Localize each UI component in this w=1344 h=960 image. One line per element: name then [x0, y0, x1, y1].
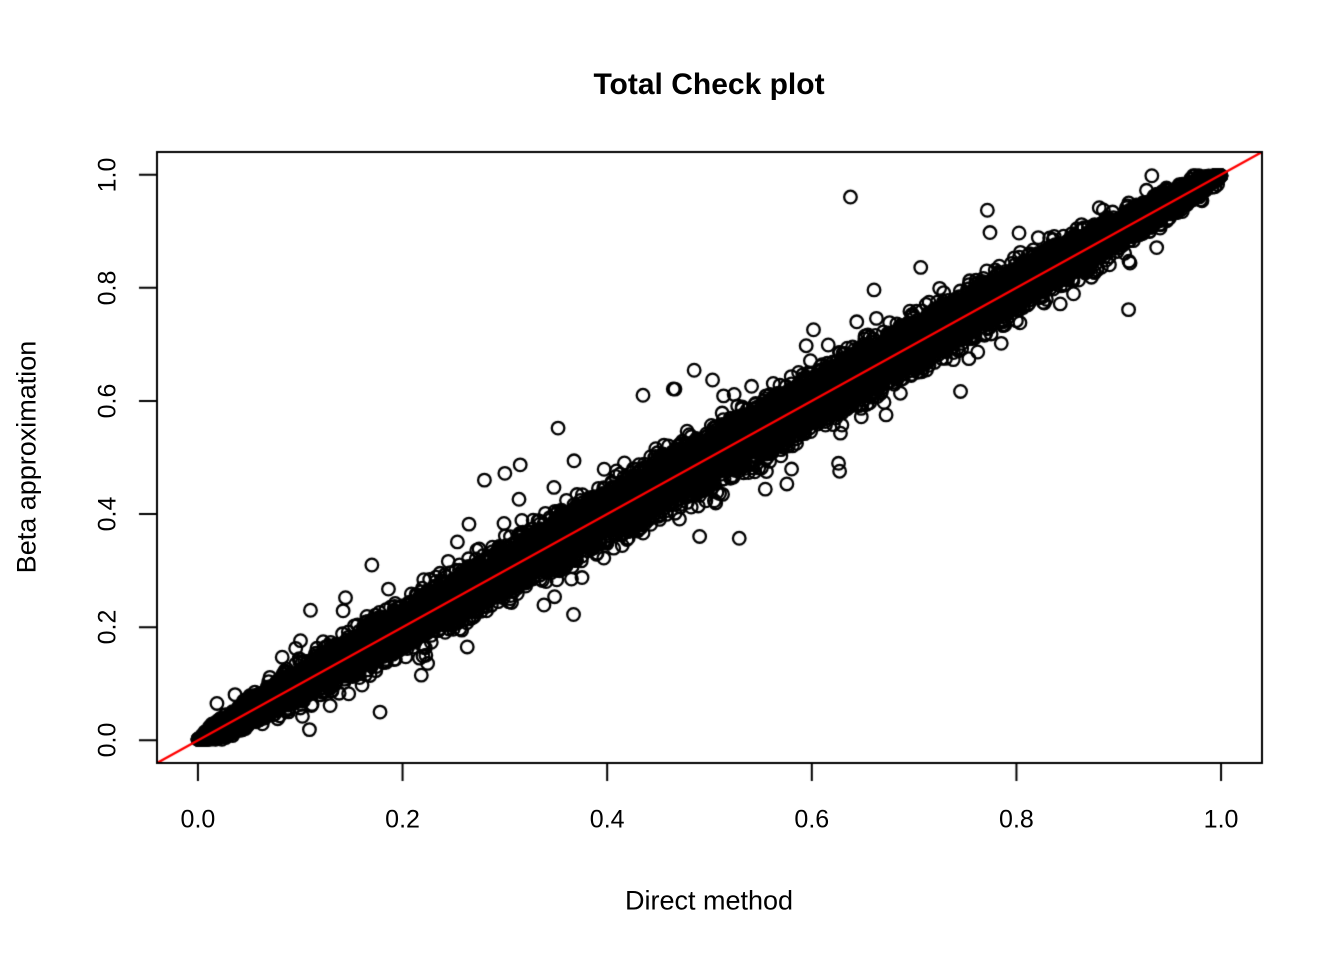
- chart-title: Total Check plot: [593, 68, 825, 101]
- y-tick-label: 0.8: [93, 270, 122, 306]
- y-tick-label: 0.2: [93, 609, 122, 645]
- x-tick-label: 0.4: [589, 805, 625, 834]
- y-tick-label: 0.4: [93, 496, 122, 532]
- y-tick-label: 0.0: [93, 722, 122, 758]
- x-tick-label: 0.6: [794, 805, 830, 834]
- x-axis-title: Direct method: [624, 885, 794, 916]
- y-tick-label: 1.0: [93, 157, 122, 193]
- y-tick-label: 0.6: [93, 383, 122, 419]
- y-axis-title: Beta approximation: [11, 340, 42, 574]
- x-tick-label: 0.8: [999, 805, 1034, 834]
- x-tick-label: 0.0: [180, 805, 216, 834]
- x-tick-label: 1.0: [1203, 805, 1239, 834]
- x-tick-label: 0.2: [385, 805, 420, 834]
